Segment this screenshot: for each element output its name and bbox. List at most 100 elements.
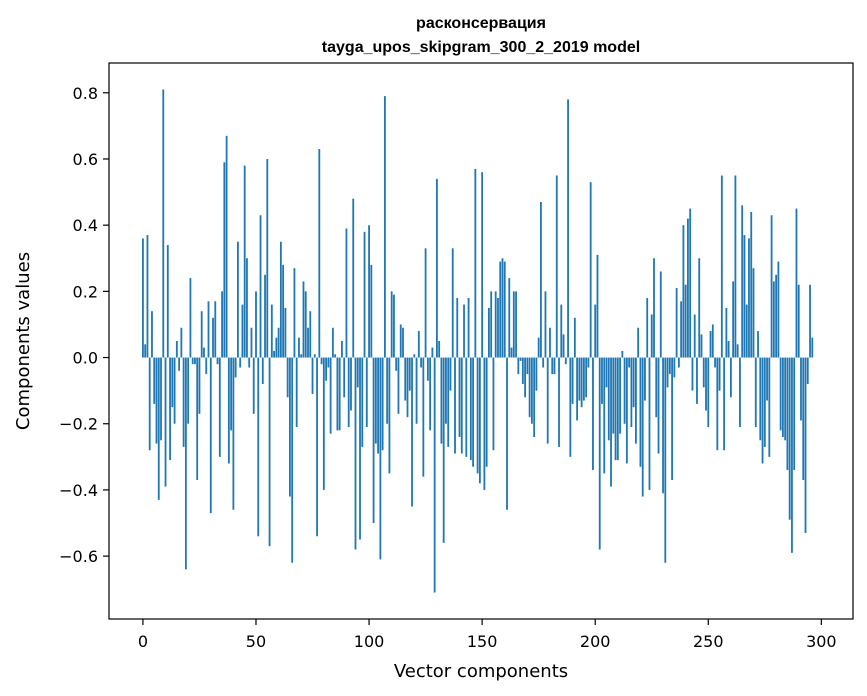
bar-166 (517, 357, 520, 375)
bar-108 (386, 357, 389, 424)
bar-15 (175, 341, 178, 358)
x-tick-label: 300 (806, 632, 837, 651)
bar-225 (650, 314, 653, 358)
bar-163 (510, 347, 513, 358)
bar-281 (777, 261, 780, 358)
bar-131 (438, 341, 441, 358)
bar-294 (806, 357, 809, 385)
bar-139 (456, 297, 459, 358)
bar-165 (515, 291, 517, 358)
bar-207 (610, 357, 612, 487)
bar-146 (472, 357, 474, 467)
bar-110 (390, 291, 393, 358)
bar-120 (413, 354, 416, 358)
bar-275 (763, 357, 766, 447)
bar-103 (374, 357, 377, 444)
bar-279 (772, 281, 775, 358)
y-tick-label: −0.6 (59, 547, 98, 566)
bar-79 (320, 357, 323, 365)
bar-258 (725, 307, 728, 358)
bar-2 (146, 235, 149, 358)
bar-180 (549, 327, 551, 358)
bar-187 (564, 357, 567, 365)
bar-140 (458, 357, 461, 437)
bar-185 (560, 304, 563, 358)
bar-18 (182, 357, 185, 447)
bar-97 (361, 357, 364, 447)
bar-173 (533, 357, 536, 437)
bar-129 (433, 357, 436, 593)
bar-14 (173, 357, 176, 424)
bar-119 (411, 357, 413, 507)
y-tick-label: 0.0 (73, 349, 98, 368)
y-tick-label: 0.4 (73, 216, 98, 235)
bar-172 (530, 357, 533, 424)
x-axis-ticks: 0 50 100 150 200 250 300 (138, 619, 837, 651)
bar-205 (605, 357, 608, 388)
bar-282 (779, 357, 782, 431)
bar-81 (325, 357, 327, 381)
bar-95 (356, 357, 359, 388)
bar-59 (275, 337, 278, 358)
bar-255 (718, 357, 721, 391)
bar-194 (580, 357, 583, 408)
bar-296 (811, 337, 814, 358)
bar-280 (775, 274, 778, 358)
bar-112 (395, 357, 398, 371)
bar-155 (492, 357, 495, 451)
bar-277 (768, 357, 771, 457)
bar-206 (607, 357, 610, 441)
bar-118 (408, 357, 411, 391)
x-tick-label: 100 (354, 632, 385, 651)
bar-94 (354, 357, 357, 550)
bar-252 (711, 324, 714, 358)
bar-23 (194, 357, 196, 365)
bar-34 (218, 357, 221, 457)
bar-260 (729, 357, 732, 398)
bar-261 (732, 281, 735, 358)
bar-157 (497, 297, 499, 358)
bar-274 (761, 357, 764, 464)
bar-10 (164, 357, 167, 487)
bar-38 (227, 357, 230, 464)
bar-107 (383, 96, 386, 358)
bar-32 (214, 301, 217, 358)
bar-272 (757, 331, 759, 358)
bar-3 (148, 357, 151, 451)
bar-262 (734, 175, 737, 358)
bar-159 (501, 258, 504, 358)
bar-201 (596, 254, 599, 358)
bar-28 (205, 357, 208, 375)
bar-49 (252, 357, 255, 414)
bar-213 (623, 357, 626, 424)
bar-7 (157, 357, 160, 500)
bar-93 (352, 198, 355, 358)
bar-223 (646, 297, 649, 358)
bar-183 (555, 175, 558, 358)
bar-228 (657, 357, 660, 454)
bar-203 (601, 357, 603, 404)
bar-47 (248, 357, 251, 368)
x-tick-label: 50 (246, 632, 266, 651)
bar-20 (187, 357, 190, 424)
bar-188 (567, 99, 569, 358)
bar-36 (223, 162, 226, 358)
bar-26 (200, 311, 203, 358)
bar-104 (377, 357, 380, 454)
bar-82 (327, 357, 330, 368)
bar-235 (673, 357, 676, 378)
bar-73 (307, 327, 309, 358)
bar-11 (166, 245, 169, 358)
bar-91 (347, 357, 350, 428)
bar-170 (526, 357, 529, 375)
bar-167 (519, 357, 522, 361)
bar-70 (300, 354, 303, 358)
bar-197 (587, 357, 590, 368)
bar-229 (659, 271, 662, 358)
bar-287 (791, 357, 793, 553)
bar-246 (698, 258, 701, 358)
bar-109 (388, 357, 391, 474)
bar-284 (784, 357, 787, 441)
bar-78 (318, 149, 321, 358)
bar-219 (637, 327, 640, 358)
